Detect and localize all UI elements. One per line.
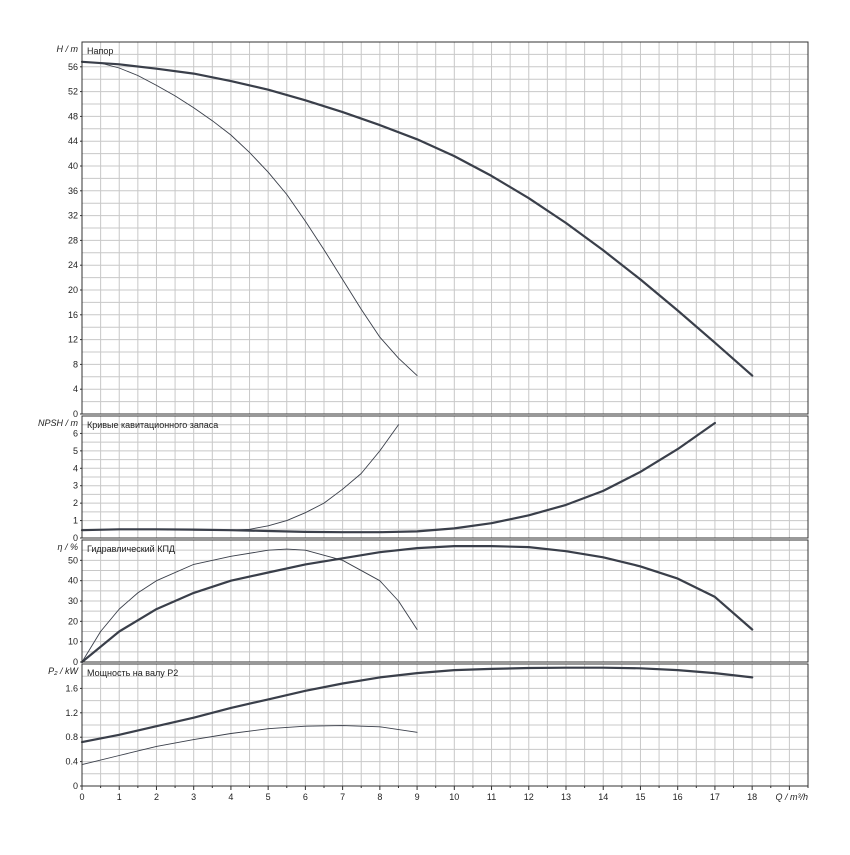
head-series-thick bbox=[80, 60, 754, 377]
y-tick-label: 1.2 bbox=[65, 708, 78, 718]
x-tick-label: 0 bbox=[79, 792, 84, 802]
y-tick-label: 0 bbox=[73, 657, 78, 667]
efficiency-series-thick bbox=[80, 544, 754, 664]
y-tick-label: 40 bbox=[68, 161, 78, 171]
y-tick-label: 44 bbox=[68, 136, 78, 146]
panel-frame bbox=[81, 539, 809, 663]
power-series-thin bbox=[81, 725, 418, 766]
panel-frame bbox=[81, 415, 809, 539]
y-tick-label: 48 bbox=[68, 111, 78, 121]
y-tick-label: 10 bbox=[68, 637, 78, 647]
panel-title: Напор bbox=[87, 46, 113, 56]
y-tick-label: 2 bbox=[73, 498, 78, 508]
power-series-thick bbox=[80, 666, 754, 744]
y-tick-label: 8 bbox=[73, 359, 78, 369]
x-tick-label: 5 bbox=[266, 792, 271, 802]
y-tick-label: 20 bbox=[68, 616, 78, 626]
y-tick-label: 1 bbox=[73, 516, 78, 526]
y-tick-label: 32 bbox=[68, 211, 78, 221]
y-tick-label: 52 bbox=[68, 87, 78, 97]
y-tick-label: 0 bbox=[73, 533, 78, 543]
x-tick-label: 1 bbox=[117, 792, 122, 802]
x-tick-label: 9 bbox=[415, 792, 420, 802]
efficiency-series-thin bbox=[81, 548, 418, 663]
x-tick-label: 7 bbox=[340, 792, 345, 802]
y-axis-label: η / % bbox=[57, 542, 78, 552]
y-tick-label: 4 bbox=[73, 463, 78, 473]
npsh-series-thick bbox=[80, 421, 717, 534]
panel-title: Гидравлический КПД bbox=[87, 544, 175, 554]
x-tick-label: 13 bbox=[561, 792, 571, 802]
y-tick-label: 3 bbox=[73, 481, 78, 491]
panel-title: Кривые кавитационного запаса bbox=[87, 420, 218, 430]
x-tick-label: 17 bbox=[710, 792, 720, 802]
x-tick-label: 3 bbox=[191, 792, 196, 802]
x-axis-label: Q / m³/h bbox=[775, 792, 808, 802]
head-series-thin bbox=[81, 61, 418, 377]
y-tick-label: 0.4 bbox=[65, 757, 78, 767]
y-tick-label: 0.8 bbox=[65, 732, 78, 742]
npsh-series-thin bbox=[193, 424, 399, 531]
x-tick-label: 10 bbox=[449, 792, 459, 802]
y-axis-label: P₂ / kW bbox=[48, 666, 79, 676]
y-tick-label: 30 bbox=[68, 596, 78, 606]
x-tick-label: 12 bbox=[524, 792, 534, 802]
x-tick-label: 11 bbox=[487, 792, 496, 802]
y-tick-label: 4 bbox=[73, 384, 78, 394]
x-tick-label: 6 bbox=[303, 792, 308, 802]
y-tick-label: 5 bbox=[73, 446, 78, 456]
x-tick-label: 4 bbox=[228, 792, 233, 802]
panel-frame bbox=[81, 663, 809, 787]
panel-frame bbox=[81, 41, 809, 415]
y-tick-label: 40 bbox=[68, 576, 78, 586]
grid-lines bbox=[82, 42, 808, 786]
y-tick-label: 36 bbox=[68, 186, 78, 196]
y-tick-label: 28 bbox=[68, 235, 78, 245]
y-tick-label: 12 bbox=[68, 335, 78, 345]
y-tick-label: 1.6 bbox=[65, 683, 78, 693]
y-tick-label: 50 bbox=[68, 555, 78, 565]
y-axis-label: NPSH / m bbox=[38, 418, 79, 428]
x-tick-label: 16 bbox=[673, 792, 683, 802]
panel-title: Мощность на валу P2 bbox=[87, 668, 178, 678]
x-tick-label: 15 bbox=[635, 792, 645, 802]
y-tick-label: 0 bbox=[73, 409, 78, 419]
y-tick-label: 20 bbox=[68, 285, 78, 295]
x-tick-label: 18 bbox=[747, 792, 757, 802]
y-tick-label: 56 bbox=[68, 62, 78, 72]
x-tick-label: 14 bbox=[598, 792, 608, 802]
x-tick-label: 8 bbox=[377, 792, 382, 802]
y-tick-label: 24 bbox=[68, 260, 78, 270]
x-tick-label: 2 bbox=[154, 792, 159, 802]
y-tick-label: 0 bbox=[73, 781, 78, 791]
y-axis-label: H / m bbox=[57, 44, 79, 54]
y-tick-label: 16 bbox=[68, 310, 78, 320]
y-tick-label: 6 bbox=[73, 428, 78, 438]
